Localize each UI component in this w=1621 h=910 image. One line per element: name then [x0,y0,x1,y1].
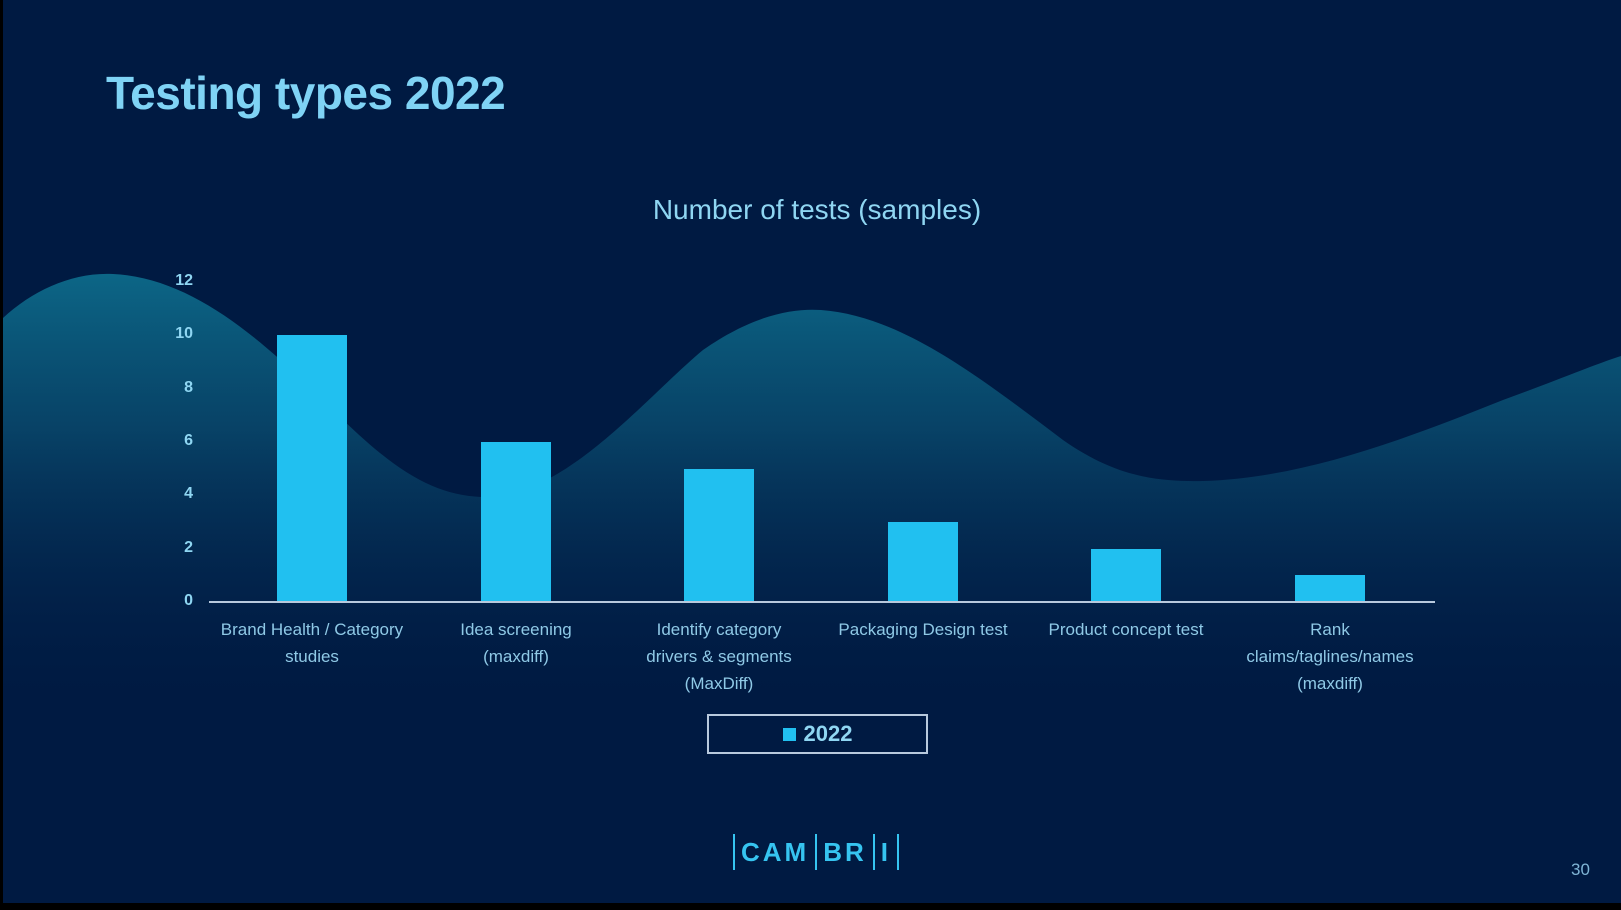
page-number: 30 [1571,860,1590,879]
legend-swatch-2022 [782,727,796,741]
x-label-line: studies [285,647,339,666]
x-label-line: Idea screening [460,620,572,639]
y-tick-10: 10 [175,325,193,342]
x-label-2: Idea screening (maxdiff) [411,616,621,670]
y-tick-12: 12 [175,272,193,289]
bar-5 [1091,548,1161,602]
chart-title: Number of tests (samples) [652,194,982,225]
slide: Testing types 2022 Number of tests (samp… [3,0,1621,903]
cambri-logo: CAM BR I [727,834,905,870]
logo-divider [815,834,818,870]
x-label-5: Product concept test [1021,616,1231,643]
x-label-1: Brand Health / Category studies [207,616,417,670]
x-label-line: claims/taglines/names [1246,647,1414,666]
x-label-line: Packaging Design test [838,620,1008,639]
x-label-line: (maxdiff) [483,647,549,666]
logo-part-1: CAM [741,836,810,867]
x-label-line: Rank [1310,620,1350,639]
x-label-3: Identify category drivers & segments (MaxD… [614,616,824,697]
x-label-line: Product concept test [1048,620,1204,639]
x-label-line: (maxdiff) [1297,674,1363,693]
logo-divider [872,834,875,870]
x-axis-line [209,601,1435,603]
logo-divider [733,834,735,870]
logo-part-2: BR [823,836,867,867]
x-label-4: Packaging Design test [818,616,1028,643]
y-tick-0: 0 [184,592,193,609]
legend-label-2022: 2022 [803,721,853,746]
x-label-line: (MaxDiff) [684,674,754,693]
logo-part-3: I [880,836,892,867]
y-tick-8: 8 [184,379,193,396]
bar-4 [888,522,958,602]
x-label-line: Identify category [656,620,782,639]
y-tick-4: 4 [184,485,193,502]
background-wave-decoration [3,273,1621,720]
x-label-line: Brand Health / Category [220,620,404,639]
slide-title: Testing types 2022 [106,67,506,119]
bar-6 [1295,575,1365,602]
x-label-6: Rank claims/taglines/names (maxdiff) [1225,616,1435,697]
bar-2 [481,442,551,602]
x-label-line: drivers & segments [646,647,792,666]
chart-legend: 2022 [707,714,928,754]
y-tick-2: 2 [184,539,193,556]
logo-divider [897,834,900,870]
y-tick-6: 6 [184,432,193,449]
bar-1 [277,335,347,602]
bar-3 [684,468,754,602]
